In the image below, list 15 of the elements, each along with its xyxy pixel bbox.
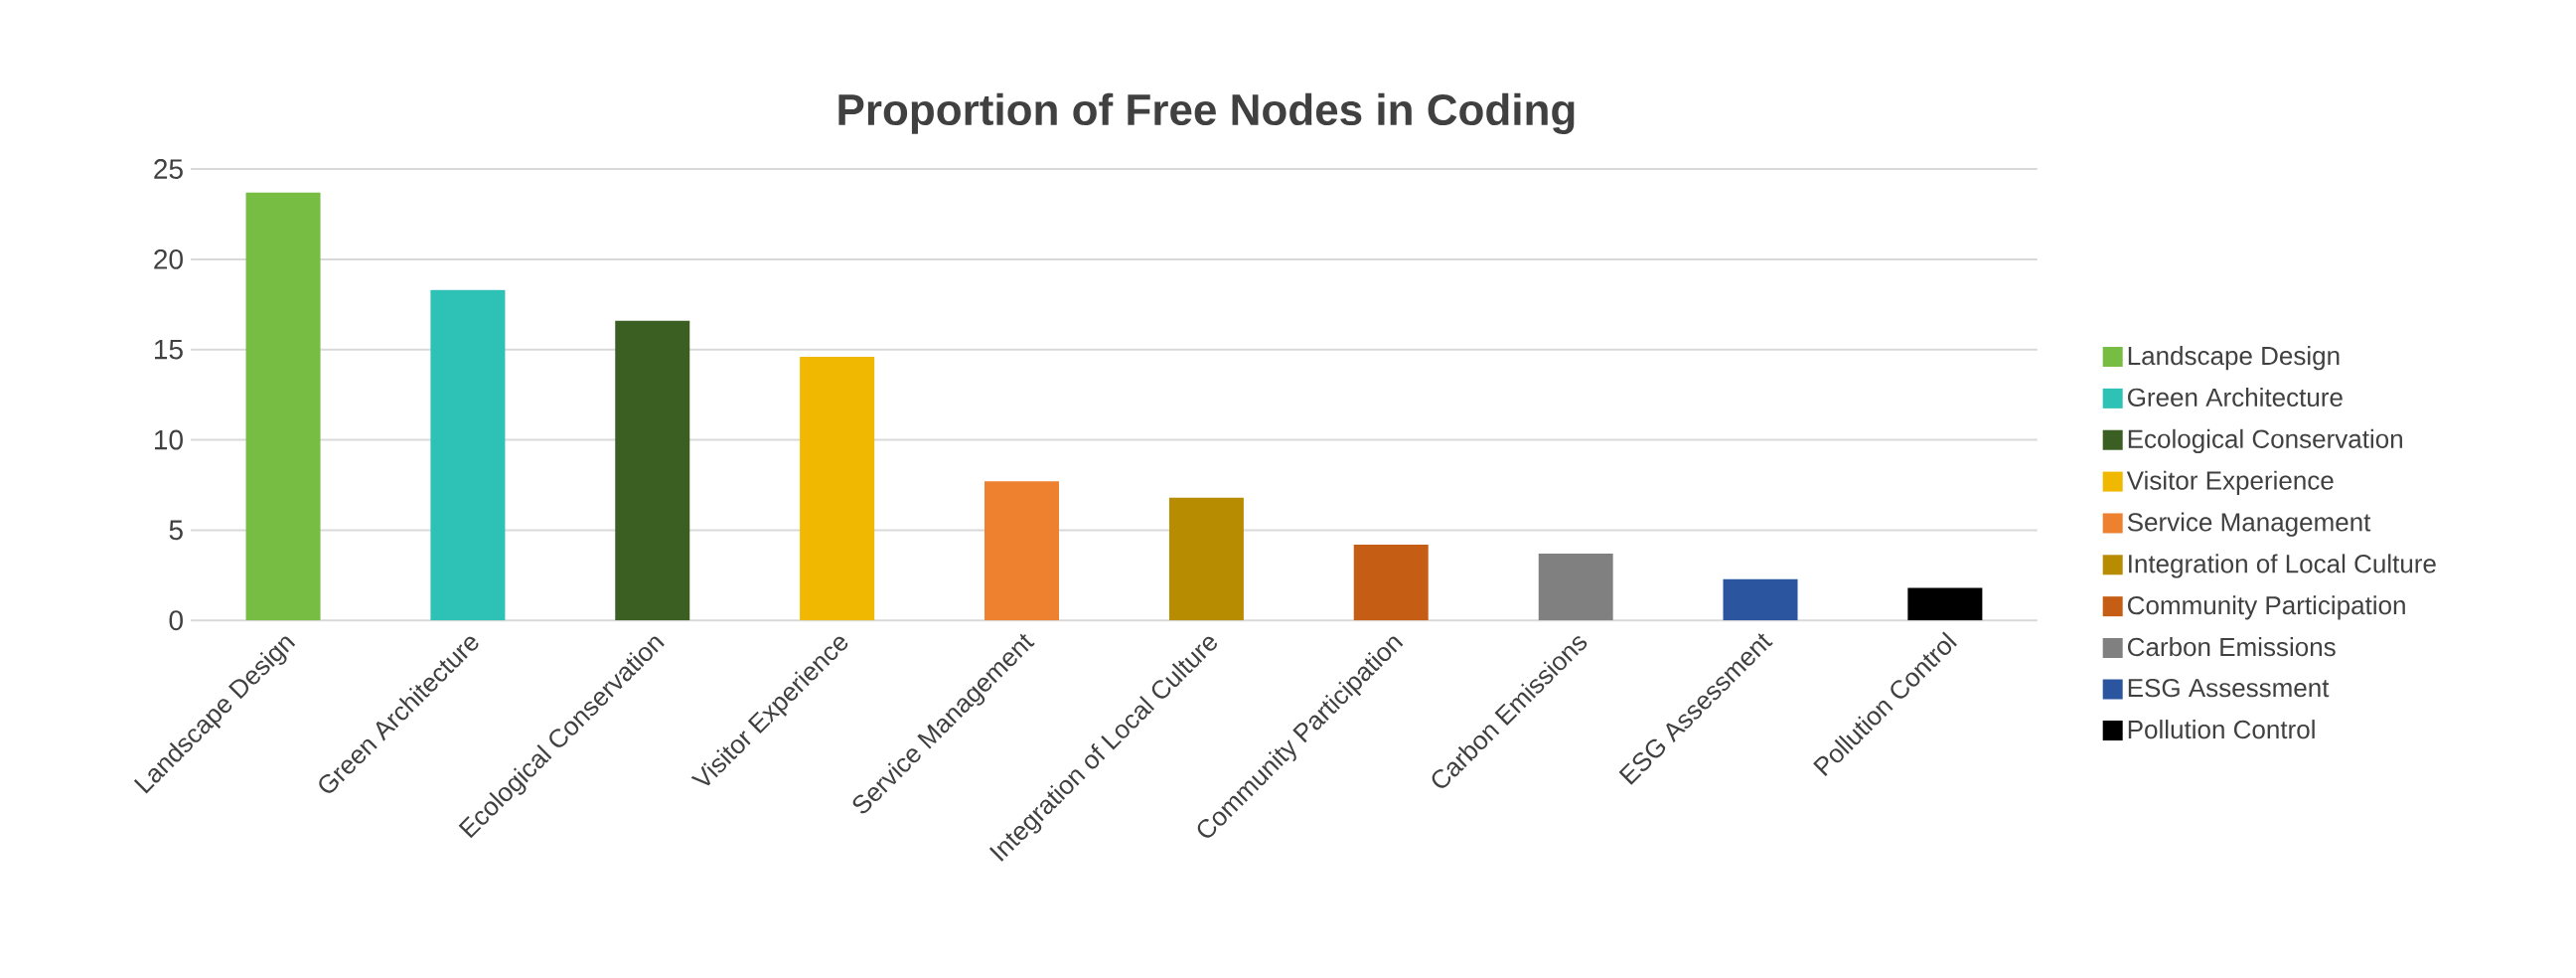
chart-title: Proportion of Free Nodes in Coding <box>838 92 1575 134</box>
y-tick-label: 20 <box>154 248 183 269</box>
legend-label: Ecological Conservation <box>2128 428 2402 453</box>
y-tick-label: 25 <box>154 158 183 179</box>
y-tick-label: 0 <box>169 610 183 630</box>
legend-label: Service Management <box>2127 512 2371 537</box>
legend-label: Green Architecture <box>2128 387 2343 407</box>
y-tick-label: 5 <box>169 520 183 540</box>
legend-label: Integration of Local Culture <box>2129 554 2436 578</box>
legend-label: ESG Assessment <box>2128 678 2330 698</box>
y-tick-label: 15 <box>155 339 183 360</box>
legend-label: Visitor Experience <box>2126 470 2334 495</box>
legend-label: Community Participation <box>2128 595 2405 620</box>
y-tick-label: 10 <box>155 429 183 450</box>
legend-label: Landscape Design <box>2128 345 2340 371</box>
